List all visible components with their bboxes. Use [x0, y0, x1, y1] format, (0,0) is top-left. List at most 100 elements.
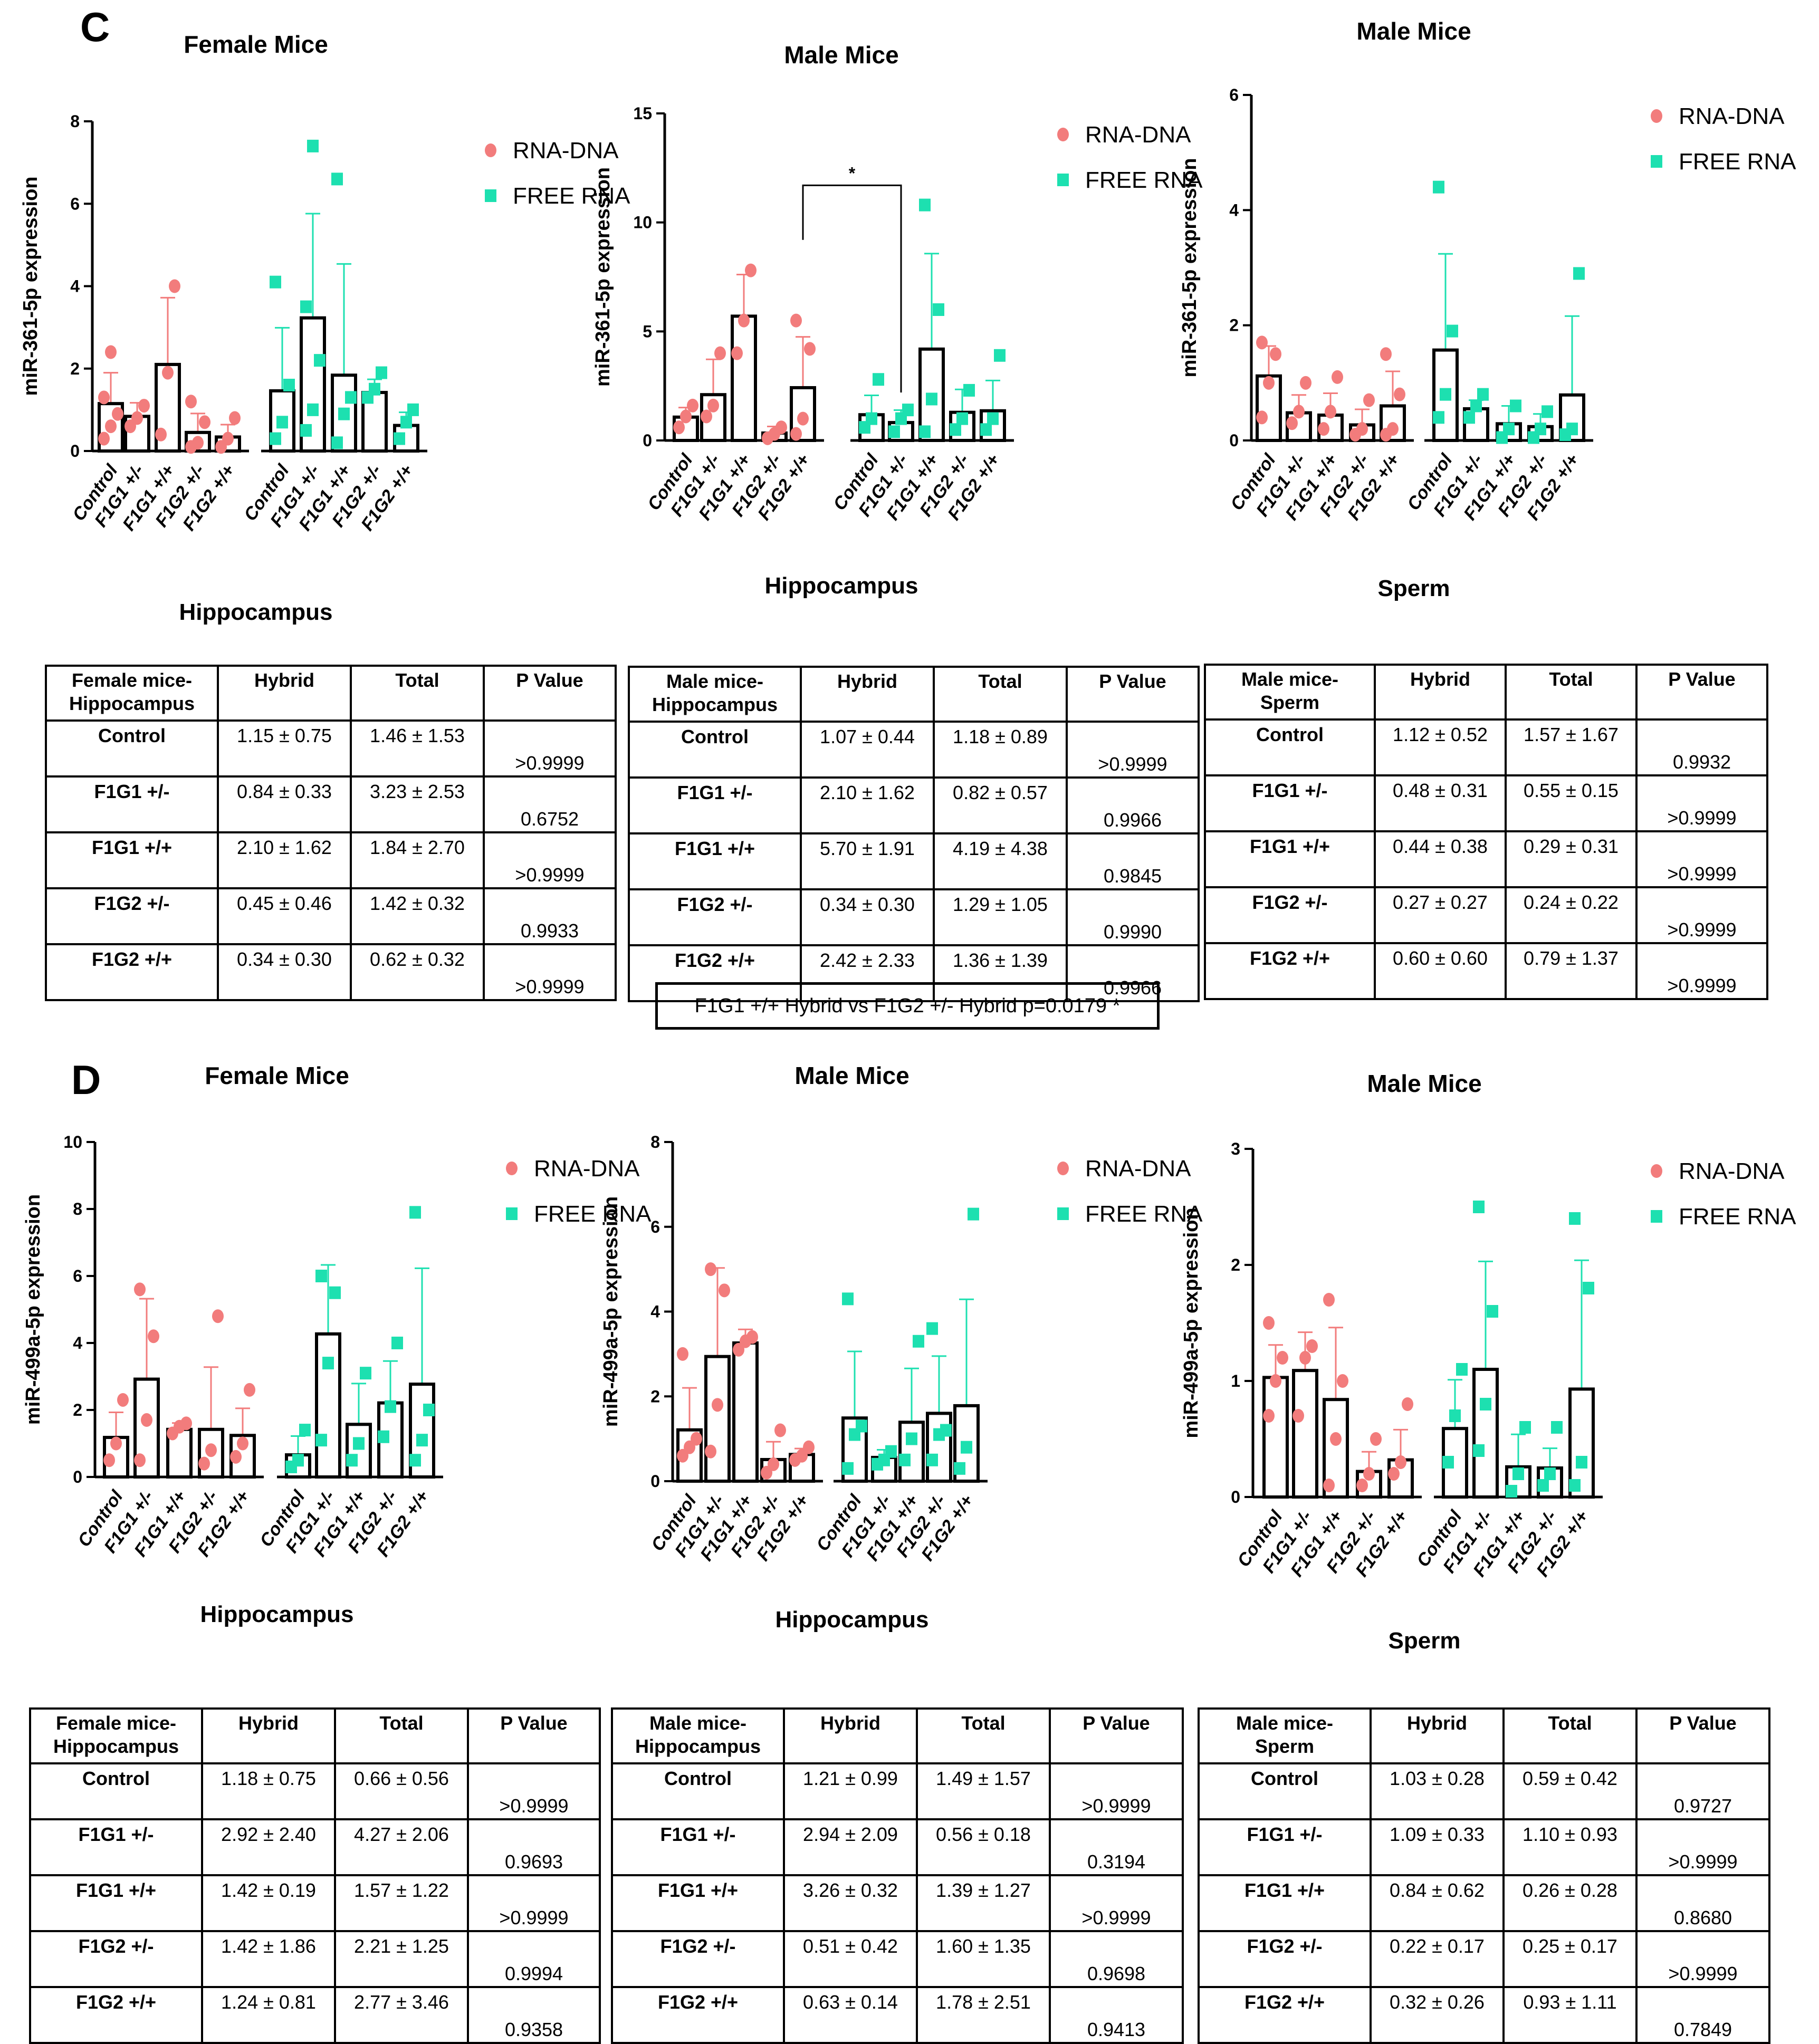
- data-point: [933, 303, 944, 316]
- data-point: [1470, 399, 1482, 412]
- table-header-cell: Total: [933, 666, 1068, 723]
- data-point: [705, 1444, 716, 1458]
- data-point: [885, 1445, 897, 1458]
- bar-free-rna-4: [1568, 1387, 1595, 1499]
- table-row: F1G1 +/- 2.94 ± 2.09 0.56 ± 0.18 0.3194: [611, 1818, 1184, 1876]
- data-point: [1270, 347, 1281, 361]
- data-point: [292, 1454, 304, 1467]
- x-axis-label: Hippocampus: [776, 1607, 929, 1633]
- legend-rna-dna-label: RNA-DNA: [534, 1156, 640, 1182]
- total-cell: 0.56 ± 0.18: [916, 1818, 1051, 1876]
- data-point: [416, 1434, 428, 1447]
- y-tick-label: 8: [650, 1133, 660, 1151]
- panel-label-c: C: [80, 4, 110, 50]
- total-cell: 2.21 ± 1.25: [334, 1930, 469, 1988]
- total-cell: 1.60 ± 1.35: [916, 1930, 1051, 1988]
- hybrid-cell: 0.60 ± 0.60: [1374, 942, 1507, 1000]
- table-header-cell: P Value: [467, 1707, 601, 1764]
- data-point: [687, 398, 698, 412]
- data-point: [105, 419, 117, 434]
- data-point: [1566, 423, 1578, 436]
- hybrid-cell: 0.34 ± 0.30: [217, 943, 352, 1001]
- data-point: [1537, 1479, 1549, 1492]
- table-header-cell: Hybrid: [1374, 664, 1507, 721]
- data-point: [353, 1437, 365, 1450]
- data-point: [1286, 416, 1298, 430]
- table-row: F1G2 +/+ 1.24 ± 0.81 2.77 ± 3.46 0.9358: [29, 1986, 601, 2044]
- data-point: [1363, 1467, 1375, 1481]
- bar-rna-dna-0: [1256, 374, 1282, 443]
- data-point: [244, 1383, 255, 1397]
- group-cell: F1G2 +/+: [45, 943, 219, 1001]
- total-cell: 3.23 ± 2.53: [350, 775, 485, 833]
- total-cell: 0.24 ± 0.22: [1505, 886, 1638, 944]
- total-cell: 1.39 ± 1.27: [916, 1874, 1051, 1932]
- data-point: [409, 1454, 421, 1467]
- data-point: [1370, 1432, 1382, 1446]
- data-point: [1306, 1339, 1318, 1353]
- bar-rna-dna-3: [185, 430, 211, 453]
- bar-rna-dna-3: [198, 1427, 224, 1479]
- hybrid-cell: 0.84 ± 0.33: [217, 775, 352, 833]
- bar-free-rna-2: [331, 373, 357, 453]
- bar-free-rna-3: [926, 1412, 952, 1483]
- p-value-cell: >0.9999: [1066, 721, 1200, 779]
- total-cell: 0.82 ± 0.57: [933, 776, 1068, 834]
- data-point: [954, 1462, 965, 1475]
- hybrid-cell: 2.10 ± 1.62: [800, 776, 935, 834]
- data-point: [98, 431, 110, 446]
- data-point: [270, 275, 281, 289]
- y-tick-label: 8: [70, 112, 80, 131]
- p-value-cell: >0.9999: [1635, 1818, 1770, 1876]
- p-value-cell: >0.9999: [483, 943, 617, 1001]
- data-point: [733, 1342, 744, 1357]
- y-axis-label: miR-361-5p expression: [20, 176, 42, 396]
- table-row: F1G2 +/- 0.27 ± 0.27 0.24 ± 0.22 >0.9999: [1204, 886, 1768, 944]
- group-cell: F1G2 +/+: [29, 1986, 203, 2044]
- data-point: [774, 1423, 786, 1437]
- stats-table-tc1: Female mice- Hippocampus Hybrid Total P Val…: [45, 665, 617, 1001]
- data-point: [1569, 1479, 1581, 1492]
- p-value-cell: 0.9845: [1066, 832, 1200, 890]
- bar-rna-dna-2: [155, 362, 181, 453]
- data-point: [680, 409, 692, 424]
- hybrid-cell: 2.42 ± 2.33: [800, 944, 935, 1002]
- bar-rna-dna-1: [1292, 1369, 1318, 1499]
- data-point: [162, 366, 174, 380]
- hybrid-cell: 1.42 ± 1.86: [201, 1930, 336, 1988]
- y-tick-label: 0: [70, 442, 80, 460]
- group-cell: F1G1 +/+: [29, 1874, 203, 1932]
- legend-free-rna-marker: [1057, 174, 1069, 186]
- data-point: [677, 1448, 688, 1463]
- p-value-cell: >0.9999: [467, 1762, 601, 1820]
- table-row: Control 1.21 ± 0.99 1.49 ± 1.57 >0.9999: [611, 1762, 1184, 1820]
- legend-free-rna-marker: [506, 1207, 518, 1220]
- data-point: [329, 1286, 341, 1299]
- data-point: [1473, 1444, 1485, 1457]
- legend-rna-dna-marker: [1651, 1164, 1662, 1178]
- hybrid-cell: 1.15 ± 0.75: [217, 719, 352, 778]
- data-point: [134, 1453, 146, 1467]
- p-value-cell: 0.9693: [467, 1818, 601, 1876]
- y-tick-label: 2: [1231, 1255, 1240, 1274]
- data-point: [391, 1337, 403, 1349]
- data-point: [873, 373, 884, 386]
- legend-free-rna-label: FREE RNA: [513, 183, 630, 209]
- bar-free-rna-1: [300, 316, 326, 453]
- hybrid-cell: 0.63 ± 0.14: [783, 1986, 918, 2044]
- data-point: [299, 1424, 311, 1437]
- y-axis-label: miR-361-5p expression: [1179, 158, 1201, 377]
- data-point: [842, 1462, 854, 1475]
- data-point: [307, 403, 319, 416]
- data-point: [378, 1430, 389, 1443]
- table-row: Control 1.12 ± 0.52 1.57 ± 1.67 0.9932: [1204, 718, 1768, 776]
- data-point: [1512, 1467, 1524, 1480]
- p-value-cell: >0.9999: [1635, 774, 1768, 832]
- p-value-cell: >0.9999: [483, 719, 617, 778]
- stats-table-td3: Male mice- Sperm Hybrid Total P Value Contro…: [1198, 1707, 1770, 2044]
- data-point: [1576, 1456, 1587, 1469]
- panel-label-d: D: [71, 1057, 101, 1103]
- table-row: Control 1.15 ± 0.75 1.46 ± 1.53 >0.9999: [45, 719, 617, 778]
- bar-rna-dna-1: [133, 1377, 160, 1479]
